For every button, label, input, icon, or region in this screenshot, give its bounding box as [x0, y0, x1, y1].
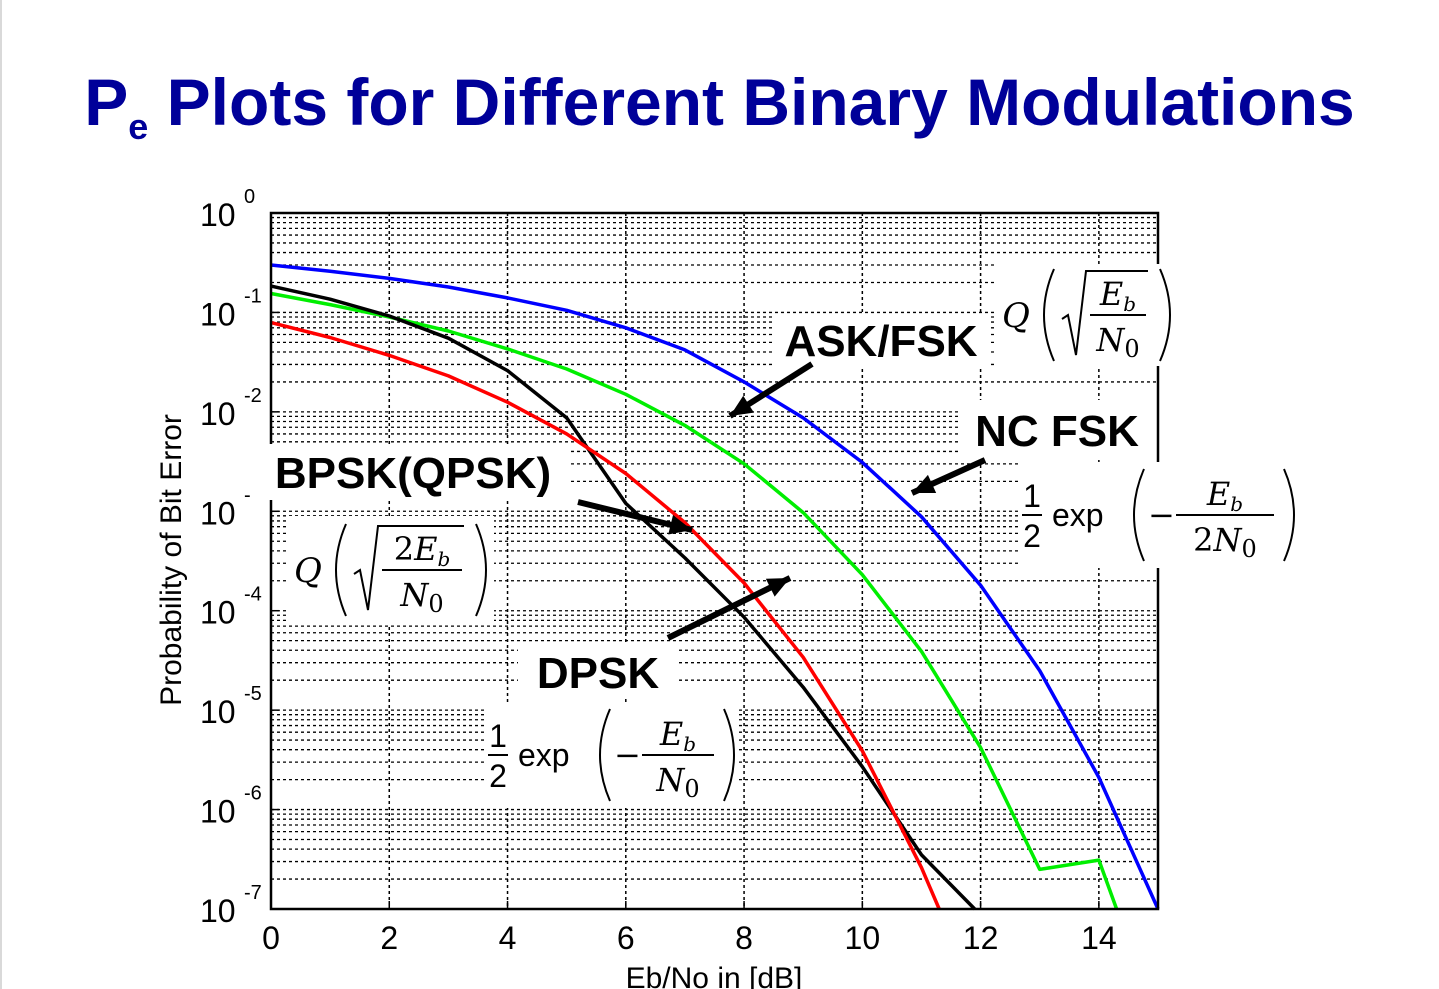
y-tick-label: 10 — [200, 893, 236, 929]
series-line — [270, 320, 941, 910]
annotation-label: DPSK — [537, 649, 659, 698]
annotation-label: BPSK(QPSK) — [275, 449, 551, 498]
y-tick-label: 10 — [200, 296, 236, 332]
annotation-box — [518, 645, 678, 699]
formula-numerator: Eb — [1206, 475, 1243, 516]
formula-function: Q — [1002, 296, 1030, 336]
arrow-head — [912, 474, 937, 494]
paren-left — [335, 523, 347, 617]
x-tick-label: 2 — [380, 920, 398, 956]
annotation-label: NC FSK — [975, 407, 1139, 456]
y-tick-label: 10 — [200, 595, 236, 631]
paren-left — [1133, 468, 1145, 562]
formula-function: Q — [294, 551, 322, 591]
x-tick-label: 4 — [499, 920, 517, 956]
arrow-head — [730, 395, 754, 416]
title-subscript: e — [128, 106, 149, 147]
formula-box — [994, 264, 1178, 366]
page-title: Pe Plots for Different Binary Modulation… — [0, 62, 1439, 167]
x-tick-label: 8 — [735, 920, 753, 956]
y-tick-exponent: -6 — [244, 783, 262, 805]
formula-numerator: Eb — [1099, 275, 1136, 316]
title-rest: Plots for Different Binary Modulations — [148, 65, 1355, 139]
formula-sign: − — [614, 736, 641, 774]
formula-denominator: N0 — [1095, 321, 1139, 363]
formula-half-num: 1 — [1023, 478, 1041, 514]
y-tick-exponent: -5 — [244, 683, 262, 705]
sqrt-sign — [1061, 270, 1148, 356]
formula-denominator: N0 — [655, 761, 699, 803]
sqrt-sign — [353, 525, 464, 611]
y-tick-exponent: -1 — [244, 285, 262, 307]
paren-right — [723, 708, 735, 802]
paren-right — [1283, 468, 1295, 562]
y-tick-exponent: 0 — [244, 186, 255, 208]
formula-function: exp — [1052, 497, 1104, 533]
x-tick-label: 10 — [845, 920, 881, 956]
y-tick-exponent: -7 — [244, 882, 262, 904]
annotation-box — [258, 444, 568, 500]
series-lines — [270, 263, 1160, 911]
annotation-label: ASK/FSK — [784, 317, 977, 366]
series-line — [270, 291, 1119, 910]
y-tick-exponent: -2 — [244, 385, 262, 407]
paren-left — [599, 708, 611, 802]
arrow-head — [668, 515, 692, 535]
formula-half-den: 2 — [1023, 518, 1041, 554]
formula: 1 2 exp −Eb 2N0 — [1018, 462, 1298, 568]
title-main: P — [84, 65, 129, 139]
formula-half-den: 2 — [489, 758, 507, 794]
x-tick-label: 0 — [262, 920, 280, 956]
x-tick-label: 12 — [963, 920, 999, 956]
annotation-box — [774, 314, 988, 366]
y-tick-label: 10 — [200, 694, 236, 730]
paren-left — [1043, 268, 1055, 362]
y-tick-exponent: - — [244, 484, 251, 506]
y-tick-label: 10 — [200, 495, 236, 531]
x-tick-label: 6 — [617, 920, 635, 956]
paren-right — [475, 523, 487, 617]
paren-right — [1159, 268, 1171, 362]
formula-function: exp — [518, 737, 570, 773]
formula-denominator: N0 — [399, 576, 443, 618]
arrow-head — [765, 578, 790, 597]
y-tick-exponent: -4 — [244, 584, 262, 606]
annotation-box — [958, 400, 1156, 460]
formula: 1 2 exp −Eb N0 — [484, 702, 738, 808]
formula: Q Eb N0 — [994, 264, 1178, 366]
formula: Q 2Eb N0 — [286, 516, 494, 624]
y-axis-label: Probability of Bit Error — [155, 414, 188, 706]
x-tick-label: 14 — [1081, 920, 1117, 956]
formula-denominator: 2N0 — [1193, 521, 1257, 563]
series-line — [270, 263, 1160, 910]
arrow-line — [666, 575, 792, 641]
formula-half-num: 1 — [489, 718, 507, 754]
y-tick-label: 10 — [200, 794, 236, 830]
y-tick-label: 10 — [200, 197, 236, 233]
y-tick-label: 10 — [200, 396, 236, 432]
formula-numerator: Eb — [659, 715, 696, 756]
x-axis-label: Eb/No in [dB] — [626, 962, 803, 989]
series-line — [270, 284, 976, 911]
formula-sign: − — [1148, 496, 1175, 534]
formula-numerator: 2Eb — [394, 530, 451, 571]
